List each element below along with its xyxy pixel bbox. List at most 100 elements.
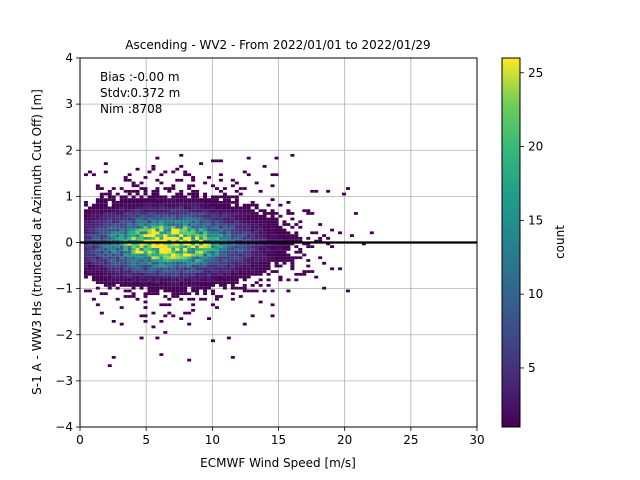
heatmap-cell: [135, 228, 140, 232]
heatmap-cell: [274, 264, 279, 268]
heatmap-cell: [159, 245, 164, 249]
heatmap-cell: [286, 245, 291, 249]
heatmap-cell: [270, 223, 275, 226]
heatmap-cell: [207, 317, 212, 320]
heatmap-cell: [187, 256, 192, 260]
heatmap-cell: [111, 220, 116, 224]
heatmap-cell: [246, 217, 251, 221]
heatmap-cell: [203, 231, 208, 235]
heatmap-cell: [171, 245, 176, 249]
heatmap-cell: [330, 228, 335, 232]
heatmap-cell: [135, 270, 140, 273]
heatmap-cell: [222, 231, 227, 235]
heatmap-cell: [246, 289, 251, 293]
heatmap-cell: [131, 217, 136, 221]
heatmap-cell: [203, 209, 208, 213]
heatmap-cell: [234, 206, 239, 210]
heatmap-cell: [234, 264, 239, 268]
heatmap-cell: [338, 231, 343, 235]
heatmap-cell: [167, 264, 172, 268]
heatmap-cell: [262, 165, 267, 168]
heatmap-cell: [171, 228, 176, 232]
heatmap-cell: [214, 250, 219, 254]
heatmap-cell: [218, 214, 223, 218]
heatmap-cell: [222, 220, 227, 224]
heatmap-cell: [254, 203, 259, 207]
heatmap-cell: [151, 212, 156, 215]
heatmap-cell: [127, 225, 132, 229]
heatmap-cell: [127, 272, 132, 276]
heatmap-cell: [115, 217, 120, 221]
heatmap-cell: [246, 261, 251, 265]
heatmap-cell: [95, 281, 100, 285]
heatmap-cell: [278, 264, 283, 268]
heatmap-cell: [115, 236, 120, 240]
heatmap-cell: [83, 248, 88, 251]
heatmap-cell: [266, 212, 271, 215]
heatmap-cell: [179, 189, 184, 193]
heatmap-cell: [175, 236, 180, 240]
heatmap-cell: [127, 295, 132, 298]
heatmap-cell: [163, 217, 168, 221]
heatmap-cell: [91, 275, 96, 279]
heatmap-cell: [222, 203, 227, 207]
heatmap-cell: [266, 264, 271, 268]
heatmap-cell: [87, 261, 92, 265]
heatmap-cell: [143, 292, 148, 296]
heatmap-cell: [91, 217, 96, 221]
heatmap-cell: [131, 270, 136, 273]
heatmap-cell: [103, 259, 108, 262]
heatmap-cell: [298, 250, 303, 254]
heatmap-cell: [211, 195, 215, 199]
heatmap-cell: [155, 156, 160, 160]
heatmap-cell: [258, 256, 263, 260]
heatmap-cell: [211, 289, 215, 293]
heatmap-cell: [147, 292, 152, 296]
heatmap-cell: [83, 245, 88, 249]
heatmap-cell: [147, 267, 152, 271]
heatmap-cell: [266, 248, 271, 251]
heatmap-cell: [139, 278, 144, 282]
heatmap-cell: [294, 278, 299, 282]
heatmap-cell: [83, 239, 88, 243]
heatmap-cell: [179, 261, 184, 265]
heatmap-cell: [222, 239, 227, 243]
heatmap-cell: [163, 256, 168, 260]
heatmap-cell: [175, 203, 180, 207]
heatmap-cell: [103, 250, 108, 254]
heatmap-cell: [183, 231, 188, 235]
heatmap-cell: [230, 259, 235, 262]
heatmap-cell: [115, 259, 120, 262]
heatmap-cell: [103, 200, 108, 204]
heatmap-cell: [107, 256, 112, 260]
heatmap-cell: [103, 267, 108, 271]
heatmap-cell: [143, 192, 148, 196]
heatmap-cell: [262, 228, 267, 232]
heatmap-cell: [211, 267, 215, 271]
heatmap-cell: [175, 248, 180, 251]
heatmap-cell: [131, 236, 136, 240]
heatmap-cell: [95, 242, 100, 246]
heatmap-cell: [99, 272, 104, 276]
heatmap-cell: [214, 198, 219, 201]
heatmap-cell: [254, 248, 259, 251]
heatmap-cell: [179, 209, 184, 213]
heatmap-cell: [218, 245, 223, 249]
heatmap-cell: [282, 245, 287, 249]
heatmap-cell: [230, 242, 235, 246]
heatmap-cell: [246, 212, 251, 215]
heatmap-cell: [270, 209, 275, 213]
heatmap-cell: [131, 228, 136, 232]
heatmap-cell: [266, 225, 271, 229]
heatmap-cell: [222, 225, 227, 229]
heatmap-cell: [222, 214, 227, 218]
heatmap-cell: [238, 275, 243, 279]
heatmap-cell: [163, 267, 168, 271]
heatmap-cell: [234, 181, 239, 185]
heatmap-cell: [266, 228, 271, 232]
heatmap-cell: [147, 214, 152, 218]
heatmap-cell: [143, 275, 148, 279]
heatmap-cell: [155, 286, 160, 290]
heatmap-cell: [119, 248, 124, 251]
heatmap-cell: [230, 256, 235, 260]
